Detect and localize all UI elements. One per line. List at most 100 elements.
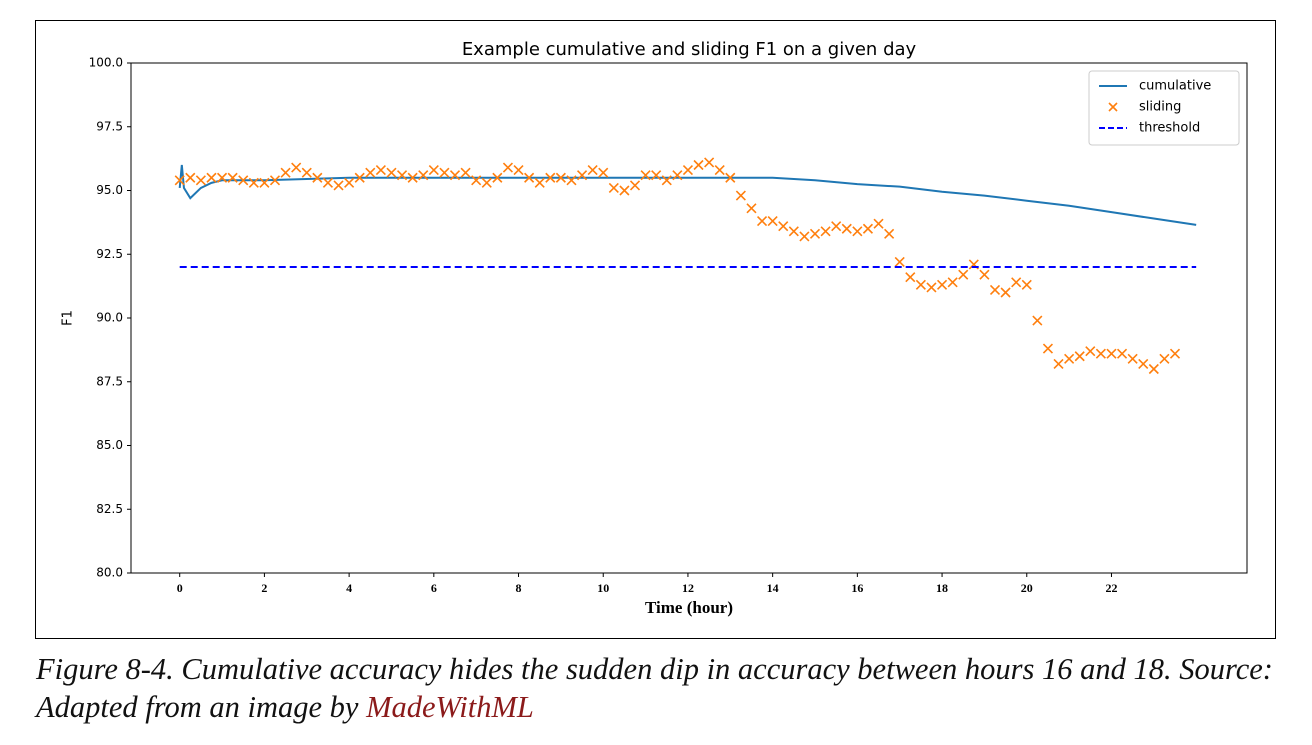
y-tick-label: 82.5 (96, 502, 123, 516)
marker (174, 175, 185, 186)
marker (947, 277, 958, 288)
x-tick-label: 12 (682, 581, 694, 595)
x-tick-label: 4 (346, 581, 352, 595)
legend-label: sliding (1139, 100, 1181, 115)
marker (608, 182, 619, 194)
marker (1053, 358, 1064, 369)
marker (227, 172, 238, 183)
marker (375, 165, 386, 176)
x-tick-label: 16 (851, 581, 863, 595)
marker (365, 167, 376, 178)
marker (513, 165, 524, 176)
y-tick-label: 80.0 (96, 566, 123, 580)
legend: cumulative sliding threshold (1088, 70, 1240, 146)
marker (735, 190, 746, 201)
marker (852, 226, 863, 237)
marker (195, 175, 206, 186)
marker (269, 175, 281, 186)
marker (1064, 353, 1075, 364)
marker (280, 167, 291, 178)
marker (841, 223, 852, 234)
marker (1032, 315, 1043, 326)
marker (1085, 346, 1096, 357)
y-axis-label: F1 (61, 310, 76, 326)
y-tick-label: 100.0 (89, 56, 123, 70)
marker (1159, 353, 1170, 364)
marker (672, 170, 683, 181)
marker (407, 172, 418, 183)
marker (238, 175, 249, 186)
marker (884, 228, 895, 239)
marker (460, 167, 471, 178)
y-tick-label: 97.5 (96, 119, 123, 133)
marker (545, 172, 556, 183)
marker (862, 223, 874, 234)
marker (820, 226, 831, 237)
x-axis-label: Time (hour) (645, 598, 733, 617)
caption-link[interactable]: MadeWithML (366, 690, 534, 724)
y-tick-label: 87.5 (96, 374, 123, 388)
marker (481, 177, 492, 188)
marker (396, 170, 408, 181)
marker (259, 177, 270, 188)
marker (301, 167, 312, 178)
marker (524, 172, 535, 183)
marker (936, 279, 948, 290)
x-tick-label: 2 (261, 581, 267, 595)
marker (386, 167, 397, 178)
marker (322, 177, 334, 188)
marker (206, 172, 217, 183)
marker (333, 180, 344, 191)
x-tick-label: 14 (767, 581, 779, 595)
marker (1138, 358, 1149, 369)
marker (958, 269, 969, 280)
marker (905, 272, 916, 283)
marker (704, 157, 715, 168)
marker (1116, 348, 1128, 359)
marker (587, 165, 598, 176)
marker (1148, 363, 1159, 375)
marker (640, 170, 651, 181)
marker (1074, 351, 1085, 362)
marker (799, 231, 810, 242)
marker (682, 165, 694, 176)
figure-frame (35, 20, 1276, 639)
marker (725, 172, 736, 183)
marker (439, 167, 450, 178)
marker (1000, 287, 1011, 298)
series-line (178, 164, 1197, 226)
marker (979, 269, 990, 280)
y-tick-label: 90.0 (96, 311, 123, 325)
y-tick-label: 85.0 (96, 438, 123, 452)
marker (651, 170, 662, 181)
marker (248, 177, 259, 188)
y-tick-label: 95.0 (96, 183, 123, 197)
marker (1169, 348, 1181, 359)
x-tick-label: 18 (936, 581, 948, 595)
marker (809, 228, 821, 239)
marker (619, 185, 630, 196)
marker (894, 256, 905, 267)
marker (185, 172, 196, 183)
marker (1095, 348, 1106, 359)
x-tick-label: 20 (1021, 581, 1033, 595)
marker (778, 221, 789, 232)
marker (216, 172, 228, 183)
marker (492, 172, 503, 183)
marker (598, 167, 609, 178)
marker (418, 170, 429, 181)
marker (989, 284, 1001, 296)
x-tick-label: 0 (177, 581, 183, 595)
caption-text: Figure 8-4. Cumulative accuracy hides th… (36, 652, 1273, 724)
chart-title: Example cumulative and sliding F1 on a g… (462, 39, 917, 60)
marker (449, 170, 461, 181)
marker (576, 170, 588, 181)
y-tick-label: 92.5 (96, 247, 123, 261)
marker (756, 216, 768, 227)
marker (746, 203, 757, 214)
marker (661, 175, 672, 186)
marker (926, 282, 937, 293)
marker (502, 162, 514, 173)
caption: Figure 8-4. Cumulative accuracy hides th… (36, 650, 1286, 726)
